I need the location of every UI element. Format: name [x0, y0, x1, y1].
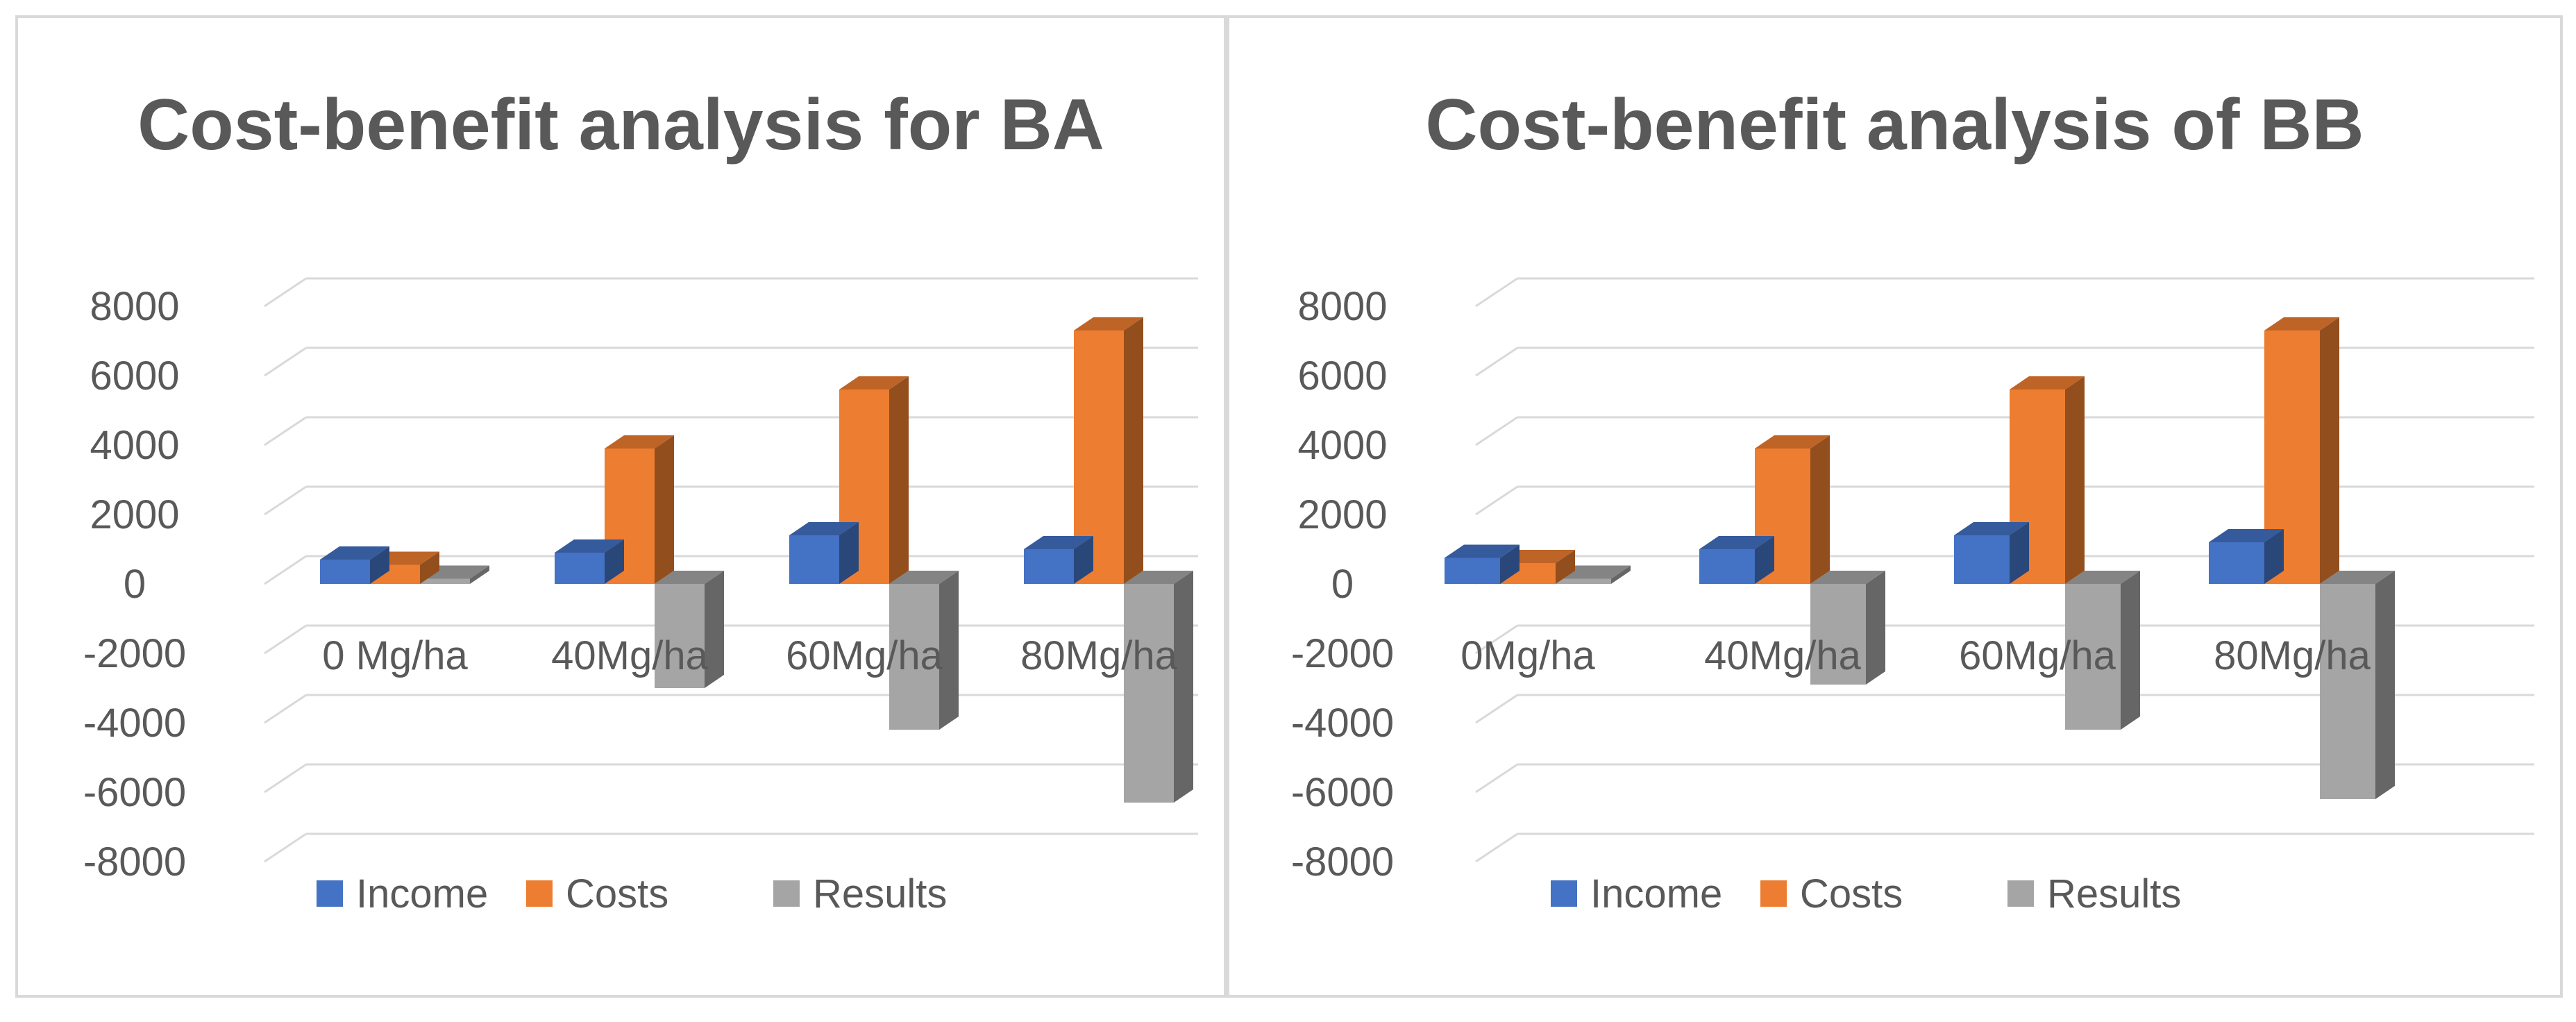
legend-swatch-costs	[526, 880, 553, 907]
bar-income	[1699, 536, 1774, 584]
y-tick-label: 8000	[90, 284, 179, 329]
bar-income	[2209, 529, 2284, 584]
gridline-side	[1475, 416, 1518, 446]
legend-swatch-results	[773, 880, 800, 907]
gridline-side	[264, 763, 307, 794]
x-category-label: 60Mg/ha	[1959, 633, 2116, 678]
gridline-side	[264, 346, 307, 377]
gridline-side	[1475, 346, 1518, 377]
bar-income	[1024, 536, 1093, 584]
gridline-side	[264, 694, 307, 724]
y-tick-label: 8000	[1297, 284, 1387, 329]
legend-label: Results	[2047, 871, 2181, 916]
legend-swatch-income	[317, 880, 343, 907]
bar-income	[1445, 544, 1519, 584]
legend-label: Results	[813, 871, 947, 916]
y-tick-label: 4000	[1297, 423, 1387, 468]
gridline-side	[1475, 694, 1518, 724]
x-category-label: 80Mg/ha	[2214, 633, 2371, 678]
gridline-side	[264, 277, 307, 308]
chart-title: Cost-benefit analysis of BB	[1425, 85, 2364, 165]
legend-swatch-results	[2007, 880, 2034, 907]
gridline-side	[264, 832, 307, 863]
chart-panel-ba: Cost-benefit analysis for BA 8000 6000 400…	[15, 15, 1227, 998]
y-tick-label: 0	[124, 562, 146, 607]
y-tick-label: -6000	[83, 770, 186, 815]
legend-label: Costs	[566, 871, 668, 916]
bar-income	[555, 539, 624, 584]
y-tick-label: -6000	[1291, 770, 1394, 815]
bar-income	[320, 546, 389, 584]
bar-results	[889, 571, 959, 730]
gridline-side	[1475, 624, 1518, 655]
x-category-label: 0Mg/ha	[1460, 633, 1595, 678]
x-category-label: 0 Mg/ha	[322, 633, 468, 678]
chart-panel-bb: Cost-benefit analysis of BB 8000 6000 4000…	[1227, 15, 2563, 998]
bar-income	[1954, 522, 2029, 584]
y-tick-label: -8000	[83, 839, 186, 885]
chart-plot-ba: 8000 6000 4000 2000 0 -2000 -4000 -6000 -8000 0 M…	[83, 277, 1198, 916]
legend-label: Income	[1590, 871, 1722, 916]
gridline-side	[264, 416, 307, 446]
chart-title: Cost-benefit analysis for BA	[137, 85, 1104, 165]
bar-costs	[1755, 435, 1830, 584]
y-tick-label: 6000	[90, 353, 179, 399]
chart-plot-bb: 8000 6000 4000 2000 0 -2000 -4000 -6000 -8000 0Mg…	[1291, 277, 2534, 916]
gridline-side	[264, 555, 307, 585]
y-tick-label: -4000	[83, 701, 186, 746]
y-tick-label: 2000	[90, 492, 179, 537]
x-category-label: 80Mg/ha	[1020, 633, 1177, 678]
y-tick-label: -2000	[83, 631, 186, 676]
x-category-label: 40Mg/ha	[551, 633, 708, 678]
legend-label: Income	[356, 871, 488, 916]
bar-results	[655, 571, 724, 688]
legend-swatch-costs	[1760, 880, 1787, 907]
x-category-label: 40Mg/ha	[1704, 633, 1861, 678]
y-tick-label: -2000	[1291, 631, 1394, 676]
legend-label: Costs	[1800, 871, 1903, 916]
y-tick-label: 6000	[1297, 353, 1387, 399]
y-tick-label: 4000	[90, 423, 179, 468]
y-tick-label: 0	[1331, 562, 1354, 607]
bar-costs	[839, 376, 909, 584]
bar-income	[789, 522, 859, 584]
gridline-side	[1475, 763, 1518, 794]
gridline-side	[1475, 277, 1518, 308]
bar-results	[1810, 571, 1885, 685]
gridline-side	[1475, 832, 1518, 863]
y-tick-label: 2000	[1297, 492, 1387, 537]
y-tick-label: -8000	[1291, 839, 1394, 885]
gridline-side	[264, 624, 307, 655]
bar-results	[2320, 571, 2395, 799]
gridline-side	[1475, 485, 1518, 516]
x-category-label: 60Mg/ha	[786, 633, 943, 678]
bar-results	[2065, 571, 2140, 730]
gridline-side	[264, 485, 307, 516]
legend-swatch-income	[1551, 880, 1577, 907]
bar-results	[1124, 571, 1193, 803]
y-tick-label: -4000	[1291, 701, 1394, 746]
